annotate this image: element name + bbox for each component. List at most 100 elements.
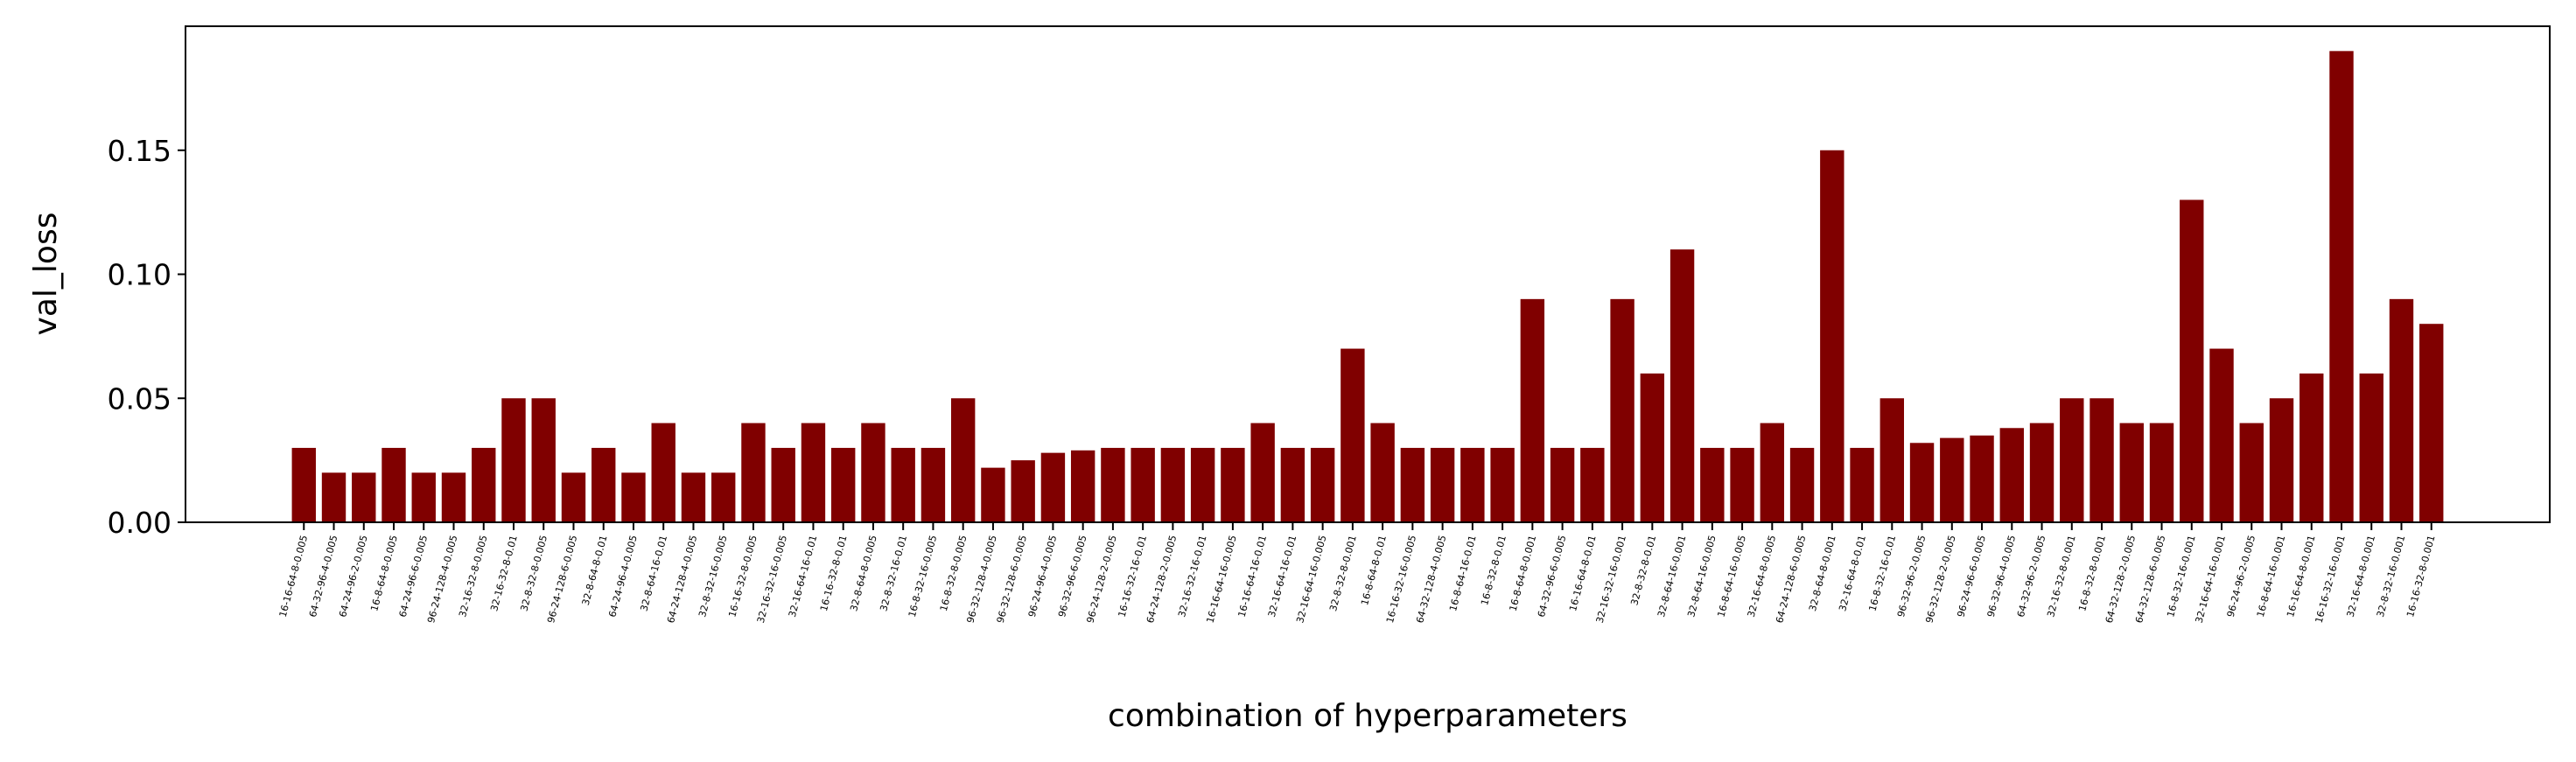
x-tick-label: 64-32-128-2-0.005 — [2104, 534, 2138, 624]
x-tick-label: 64-24-128-2-0.005 — [1144, 534, 1179, 624]
x-tick-label: 64-32-96-2-0.005 — [2015, 534, 2048, 618]
x-tick-label: 32-8-32-8-0.001 — [1327, 534, 1359, 612]
bar — [1850, 447, 1874, 522]
x-tick-label: 16-8-64-8-0.005 — [368, 534, 400, 612]
x-tick-label: 32-8-32-16-0.01 — [878, 534, 909, 612]
bar — [771, 447, 795, 522]
bar — [1789, 447, 1815, 522]
x-tick-label: 64-24-96-6-0.005 — [397, 534, 430, 618]
bar — [1940, 437, 1964, 522]
x-tick-label: 16-8-32-8-0.001 — [2076, 534, 2108, 612]
x-tick-label: 16-16-32-16-0.001 — [2314, 534, 2348, 624]
bar — [2329, 51, 2354, 523]
bar — [1430, 447, 1455, 522]
x-tick-label: 16-8-64-16-0.01 — [1447, 534, 1479, 612]
bar — [2269, 398, 2294, 522]
bar — [2300, 373, 2324, 522]
bar — [1460, 447, 1485, 522]
x-tick-label: 16-8-32-8-0.01 — [1479, 534, 1508, 606]
bar — [1280, 447, 1306, 522]
bar — [1130, 447, 1155, 522]
x-tick-label: 96-24-96-4-0.005 — [1026, 534, 1059, 618]
x-tick-label: 32-16-32-16-0.01 — [1176, 534, 1208, 618]
bar — [2029, 423, 2054, 522]
bar — [321, 472, 346, 522]
x-tick-label: 64-24-96-4-0.005 — [606, 534, 639, 618]
bar — [1640, 373, 1665, 522]
bar — [1190, 447, 1215, 522]
x-tick-label: 32-16-32-16-0.001 — [1594, 534, 1628, 624]
bar — [1400, 447, 1425, 522]
bar — [801, 423, 826, 522]
x-tick-label: 96-24-96-2-0.005 — [2225, 534, 2258, 618]
bar — [1340, 348, 1365, 522]
x-tick-label: 32-8-32-8-0.005 — [518, 534, 550, 612]
x-tick-label: 64-32-128-6-0.005 — [2133, 534, 2167, 624]
x-tick-label: 32-16-64-16-0.005 — [1294, 534, 1328, 624]
y-tick-label: 0.05 — [108, 381, 172, 416]
bar — [441, 472, 466, 522]
x-tick-label: 96-24-96-6-0.005 — [1955, 534, 1987, 618]
x-tick-label: 16-16-64-16-0.005 — [1204, 534, 1238, 624]
bar — [1160, 447, 1186, 522]
bar — [2149, 423, 2174, 522]
x-tick-label: 32-16-64-16-0.001 — [2194, 534, 2228, 624]
x-tick-label: 32-16-64-16-0.01 — [1266, 534, 1298, 618]
plot-frame — [185, 25, 2551, 523]
bar — [472, 447, 496, 522]
x-tick-label: 16-16-32-8-0.01 — [818, 534, 850, 612]
x-tick-label: 64-32-96-4-0.005 — [307, 534, 340, 618]
y-tick-label: 0.15 — [108, 134, 172, 168]
x-tick-label: 16-8-64-8-0.01 — [1359, 534, 1389, 606]
bar — [2389, 298, 2414, 522]
bar — [561, 472, 586, 522]
bar — [1221, 447, 1245, 522]
x-tick-label: 96-24-128-6-0.005 — [545, 534, 579, 624]
x-tick-label: 32-8-64-16-0.01 — [638, 534, 669, 612]
bar — [2119, 423, 2144, 522]
x-tick-label: 16-16-32-8-0.005 — [726, 534, 759, 618]
x-tick-label: 32-16-32-16-0.005 — [755, 534, 789, 624]
bar — [1520, 298, 1545, 522]
bar — [1820, 150, 1844, 522]
bar — [711, 472, 736, 522]
x-tick-label: 96-32-128-2-0.005 — [1923, 534, 1957, 624]
x-tick-label: 16-16-32-8-0.001 — [2404, 534, 2437, 618]
x-tick-label: 32-16-32-8-0.001 — [2045, 534, 2077, 618]
x-tick-label: 16-8-32-16-0.01 — [1867, 534, 1899, 612]
x-tick-label: 16-16-32-16-0.01 — [1116, 534, 1149, 618]
x-tick-label: 32-8-64-16-0.001 — [1656, 534, 1688, 618]
y-tick-label: 0.00 — [108, 506, 172, 540]
bar — [981, 467, 1005, 522]
bar — [2359, 373, 2384, 522]
x-tick-label: 32-16-64-8-0.001 — [2345, 534, 2377, 618]
bar — [352, 472, 376, 522]
bar — [2239, 423, 2264, 522]
x-tick-label: 96-32-96-4-0.005 — [1985, 534, 2018, 618]
x-tick-label: 64-32-128-4-0.005 — [1414, 534, 1448, 624]
bar — [1880, 398, 1905, 522]
bar — [2090, 398, 2114, 522]
bar — [1670, 249, 1695, 522]
x-tick-label: 16-16-32-16-0.005 — [1384, 534, 1418, 624]
bar — [681, 472, 706, 522]
x-tick-label: 16-8-32-16-0.001 — [2165, 534, 2197, 618]
x-tick-label: 32-8-32-8-0.01 — [1628, 534, 1658, 606]
bar — [1700, 447, 1725, 522]
bar — [1730, 447, 1754, 522]
x-tick-label: 32-8-64-8-0.001 — [1807, 534, 1838, 612]
bar — [2180, 199, 2204, 522]
x-tick-label: 96-32-96-2-0.005 — [1895, 534, 1928, 618]
x-tick-label: 32-16-64-8-0.01 — [1837, 534, 1868, 612]
bar — [741, 423, 766, 522]
bar — [920, 447, 946, 522]
bar — [592, 447, 616, 522]
bar — [411, 472, 436, 522]
bar — [1040, 452, 1066, 522]
x-tick-label: 32-8-32-16-0.005 — [696, 534, 729, 618]
bar — [1101, 447, 1125, 522]
bar — [1580, 447, 1605, 522]
x-axis-label: combination of hyperparameters — [1108, 698, 1628, 734]
bar — [382, 447, 406, 522]
